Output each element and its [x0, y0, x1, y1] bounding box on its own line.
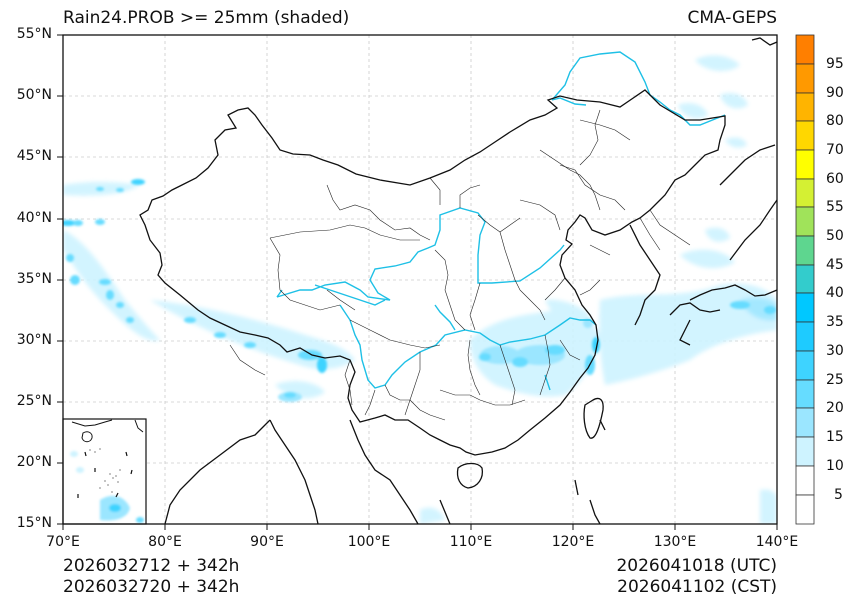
colorbar — [795, 34, 815, 525]
y-tick-55n: 55°N — [16, 26, 52, 42]
valid-time-cst: 2026041102 (CST) — [617, 577, 777, 597]
colorbar-label: 90 — [826, 85, 844, 101]
plot-frame — [62, 34, 778, 525]
colorbar-label: 45 — [826, 257, 844, 273]
colorbar-label: 25 — [826, 372, 844, 388]
province-borders — [229, 109, 691, 421]
colorbar-label: 95 — [826, 56, 844, 72]
probability-shading — [63, 55, 777, 524]
colorbar-label: 80 — [826, 113, 844, 129]
colorbar-label: 10 — [826, 458, 844, 474]
colorbar-label: 20 — [826, 400, 844, 416]
x-tick-140e: 140°E — [755, 534, 799, 550]
x-tick-70e: 70°E — [46, 534, 80, 550]
y-tick-45n: 45°N — [16, 148, 52, 164]
colorbar-label: 70 — [826, 142, 844, 158]
inset-map — [62, 418, 147, 525]
init-time-utc: 2026032712 + 342h — [63, 556, 240, 576]
x-tick-110e: 110°E — [449, 534, 493, 550]
country-borders — [139, 37, 777, 524]
colorbar-label: 30 — [826, 343, 844, 359]
chart-title: Rain24.PROB >= 25mm (shaded) — [63, 8, 350, 28]
x-tick-90e: 90°E — [250, 534, 284, 550]
valid-time-utc: 2026041018 (UTC) — [616, 556, 777, 576]
y-tick-30n: 30°N — [16, 332, 52, 348]
forecast-valid-times: 2026041018 (UTC) 2026041102 (CST) — [616, 556, 777, 598]
x-tick-80e: 80°E — [148, 534, 182, 550]
colorbar-label: 15 — [826, 429, 844, 445]
y-tick-50n: 50°N — [16, 87, 52, 103]
colorbar-label: 60 — [826, 171, 844, 187]
colorbar-label: 35 — [826, 314, 844, 330]
forecast-init-times: 2026032712 + 342h 2026032720 + 342h — [63, 556, 239, 598]
y-tick-40n: 40°N — [16, 210, 52, 226]
axis-ticks — [57, 34, 778, 530]
colorbar-label: 55 — [826, 199, 844, 215]
y-tick-15n: 15°N — [16, 515, 52, 531]
colorbar-label: 40 — [826, 285, 844, 301]
colorbar-label: 5 — [834, 487, 843, 503]
x-tick-120e: 120°E — [551, 534, 595, 550]
y-tick-35n: 35°N — [16, 271, 52, 287]
x-tick-100e: 100°E — [347, 534, 391, 550]
x-tick-130e: 130°E — [653, 534, 697, 550]
gridlines — [63, 35, 777, 524]
y-tick-25n: 25°N — [16, 393, 52, 409]
colorbar-label: 50 — [826, 228, 844, 244]
model-name: CMA-GEPS — [687, 8, 777, 28]
init-time-cst: 2026032720 + 342h — [63, 577, 240, 597]
y-tick-20n: 20°N — [16, 454, 52, 470]
